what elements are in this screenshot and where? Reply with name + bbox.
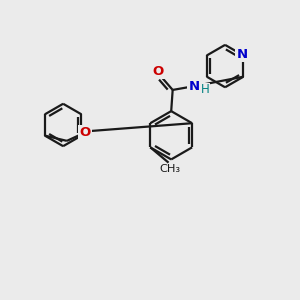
Text: N: N	[236, 48, 247, 62]
Text: O: O	[80, 126, 91, 139]
Text: N: N	[188, 80, 200, 93]
Text: O: O	[152, 64, 164, 78]
Text: CH₃: CH₃	[160, 164, 181, 174]
Text: H: H	[201, 83, 209, 96]
